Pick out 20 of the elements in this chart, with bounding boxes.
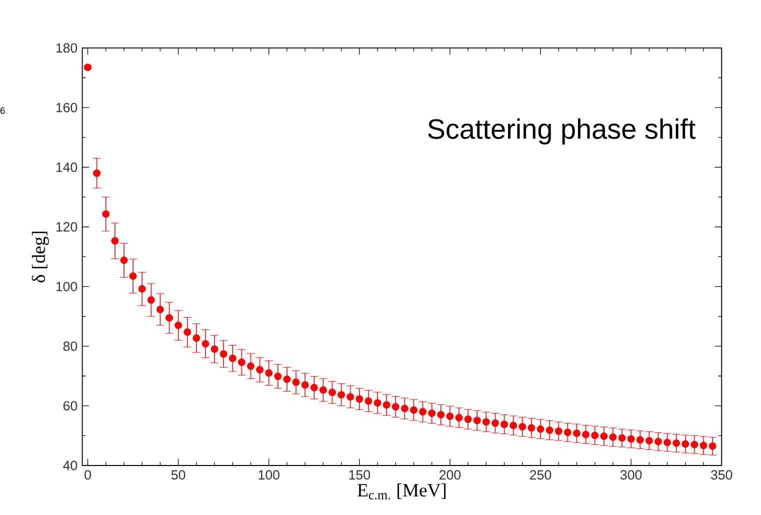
x-tick-label: 150 xyxy=(349,470,370,480)
y-tick-label: 120 xyxy=(56,222,78,232)
x-tick-label: 50 xyxy=(171,470,186,480)
y-tick-label: 180 xyxy=(56,43,78,52)
x-tick-label: 0 xyxy=(84,470,91,480)
y-tick-label: 80 xyxy=(63,341,78,351)
x-tick-label: 100 xyxy=(258,470,280,480)
text: 6 xyxy=(0,107,5,114)
y-tick-label: 140 xyxy=(56,162,78,172)
y-tick-label: 160 xyxy=(56,102,78,112)
y-tick-label: 100 xyxy=(56,282,78,292)
x-tick-label: 250 xyxy=(530,470,552,480)
x-tick-label: 350 xyxy=(711,470,732,480)
y-tick-label: 40 xyxy=(63,460,78,470)
annotation: Scattering phase shift xyxy=(428,118,696,144)
x-tick-label: 200 xyxy=(440,470,461,480)
y-axis-title: δ [deg] xyxy=(32,231,49,282)
x-axis-title: E$_{c.m.}$ [MeV] xyxy=(358,483,446,500)
y-tick-label: 60 xyxy=(63,400,78,410)
x-tick-label: 300 xyxy=(620,470,642,480)
